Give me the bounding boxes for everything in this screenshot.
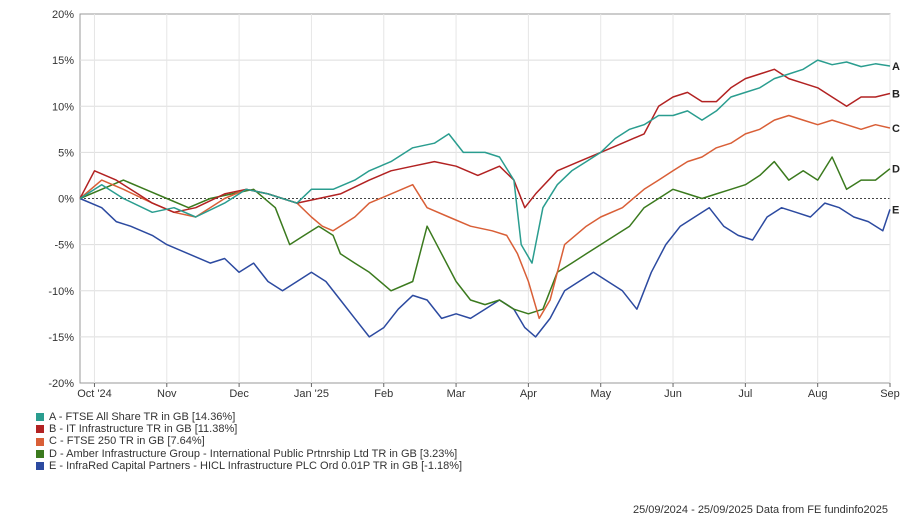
x-tick-label: Oct '24 bbox=[77, 388, 112, 400]
y-axis: 20% 15% 10% 5% 0% -5% -10% -15% -20% bbox=[48, 9, 74, 390]
chart-legend: A - FTSE All Share TR in GB [14.36%] B - … bbox=[36, 411, 462, 472]
x-tick-label: Sep bbox=[880, 388, 900, 400]
end-label-b: B bbox=[892, 89, 900, 101]
legend-label: B - IT Infrastructure TR in GB [11.38%] bbox=[49, 423, 238, 436]
legend-swatch bbox=[36, 437, 44, 446]
x-tick-label: Jul bbox=[738, 388, 752, 400]
data-source-footer: 25/09/2024 - 25/09/2025 Data from FE fun… bbox=[632, 504, 888, 516]
series-end-labels: A B C D E bbox=[892, 61, 900, 216]
x-tick-label: Jan '25 bbox=[294, 388, 329, 400]
x-tick-label: Mar bbox=[447, 388, 466, 400]
x-tick-label: Nov bbox=[157, 388, 177, 400]
legend-item-b: B - IT Infrastructure TR in GB [11.38%] bbox=[36, 423, 462, 435]
x-tick-label: Dec bbox=[229, 388, 249, 400]
y-tick-label: -10% bbox=[48, 286, 74, 298]
chart-series bbox=[79, 59, 891, 338]
line-chart: 20% 15% 10% 5% 0% -5% -10% -15% -20% Oct '24 Nov D… bbox=[48, 9, 900, 400]
series-line-e bbox=[79, 197, 891, 338]
legend-item-e: E - InfraRed Capital Partners - HICL Inf… bbox=[36, 460, 462, 472]
chart-grid bbox=[79, 13, 891, 384]
legend-item-a: A - FTSE All Share TR in GB [14.36%] bbox=[36, 411, 462, 423]
legend-label: D - Amber Infrastructure Group - Interna… bbox=[49, 447, 458, 460]
legend-swatch bbox=[36, 425, 44, 434]
y-tick-label: -5% bbox=[54, 240, 74, 252]
legend-swatch bbox=[36, 449, 44, 458]
legend-label: C - FTSE 250 TR in GB [7.64%] bbox=[49, 435, 205, 448]
legend-label: E - InfraRed Capital Partners - HICL Inf… bbox=[49, 459, 463, 472]
y-tick-label: 15% bbox=[52, 55, 74, 67]
y-tick-label: 0% bbox=[58, 194, 74, 206]
series-line-b bbox=[79, 68, 891, 214]
y-tick-label: 20% bbox=[52, 9, 74, 21]
end-label-a: A bbox=[892, 61, 900, 73]
end-label-e: E bbox=[892, 204, 899, 216]
y-tick-label: -20% bbox=[48, 378, 74, 390]
x-tick-label: Aug bbox=[808, 388, 828, 400]
x-tick-label: Apr bbox=[520, 388, 537, 400]
legend-swatch bbox=[36, 413, 44, 422]
y-tick-label: -15% bbox=[48, 332, 74, 344]
x-tick-label: Jun bbox=[664, 388, 682, 400]
legend-label: A - FTSE All Share TR in GB [14.36%] bbox=[49, 411, 236, 423]
end-label-c: C bbox=[892, 123, 900, 135]
x-axis: Oct '24 Nov Dec Jan '25 Feb Mar Apr May Jun Jul Au… bbox=[77, 383, 900, 400]
end-label-d: D bbox=[892, 164, 900, 176]
y-tick-label: 10% bbox=[52, 101, 74, 113]
y-tick-label: 5% bbox=[58, 147, 74, 159]
legend-item-c: C - FTSE 250 TR in GB [7.64%] bbox=[36, 435, 462, 447]
x-tick-label: May bbox=[590, 388, 611, 400]
series-line-d bbox=[79, 156, 891, 315]
legend-item-d: D - Amber Infrastructure Group - Interna… bbox=[36, 448, 462, 460]
series-line-a bbox=[79, 59, 891, 264]
x-tick-label: Feb bbox=[374, 388, 393, 400]
legend-swatch bbox=[36, 461, 44, 470]
